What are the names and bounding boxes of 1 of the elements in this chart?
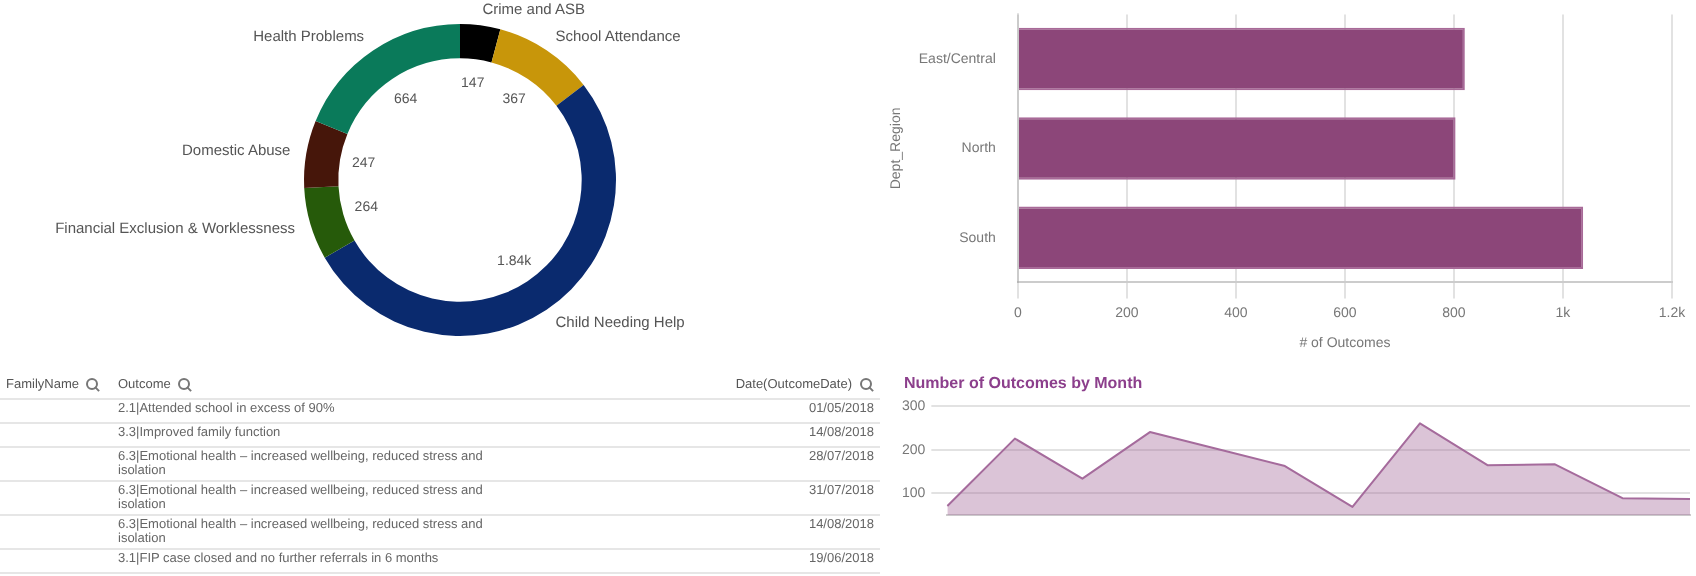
chart-title: Number of Outcomes by Month bbox=[904, 374, 1145, 392]
